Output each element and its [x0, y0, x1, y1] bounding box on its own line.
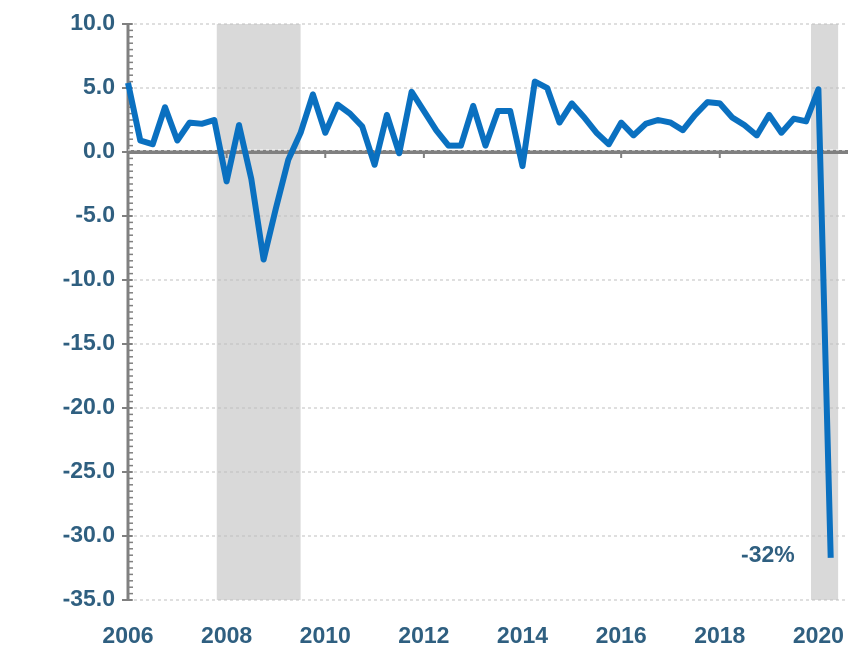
- recession-band: [216, 24, 301, 600]
- data-line: [125, 78, 834, 558]
- x-tick-label: 2010: [300, 622, 351, 648]
- x-tick-label: 2014: [497, 622, 548, 648]
- y-tick-label: -5.0: [75, 201, 115, 227]
- y-tick-label: -20.0: [63, 393, 115, 419]
- y-tick-label: -10.0: [63, 265, 115, 291]
- x-tick-label: 2008: [201, 622, 252, 648]
- x-tick-label: 2020: [793, 622, 844, 648]
- x-tick-label: 2016: [596, 622, 647, 648]
- y-tick-label: 10.0: [70, 9, 115, 35]
- y-tick-label: -35.0: [63, 585, 115, 611]
- y-tick-label: 0.0: [83, 137, 115, 163]
- y-tick-label: -25.0: [63, 457, 115, 483]
- annotation: -32%: [741, 541, 795, 567]
- y-tick-label: 5.0: [83, 73, 115, 99]
- y-tick-label: -15.0: [63, 329, 115, 355]
- x-tick-label: 2012: [398, 622, 449, 648]
- x-tick-label: 2006: [102, 622, 153, 648]
- x-tick-label: 2018: [694, 622, 745, 648]
- y-tick-label: -30.0: [63, 521, 115, 547]
